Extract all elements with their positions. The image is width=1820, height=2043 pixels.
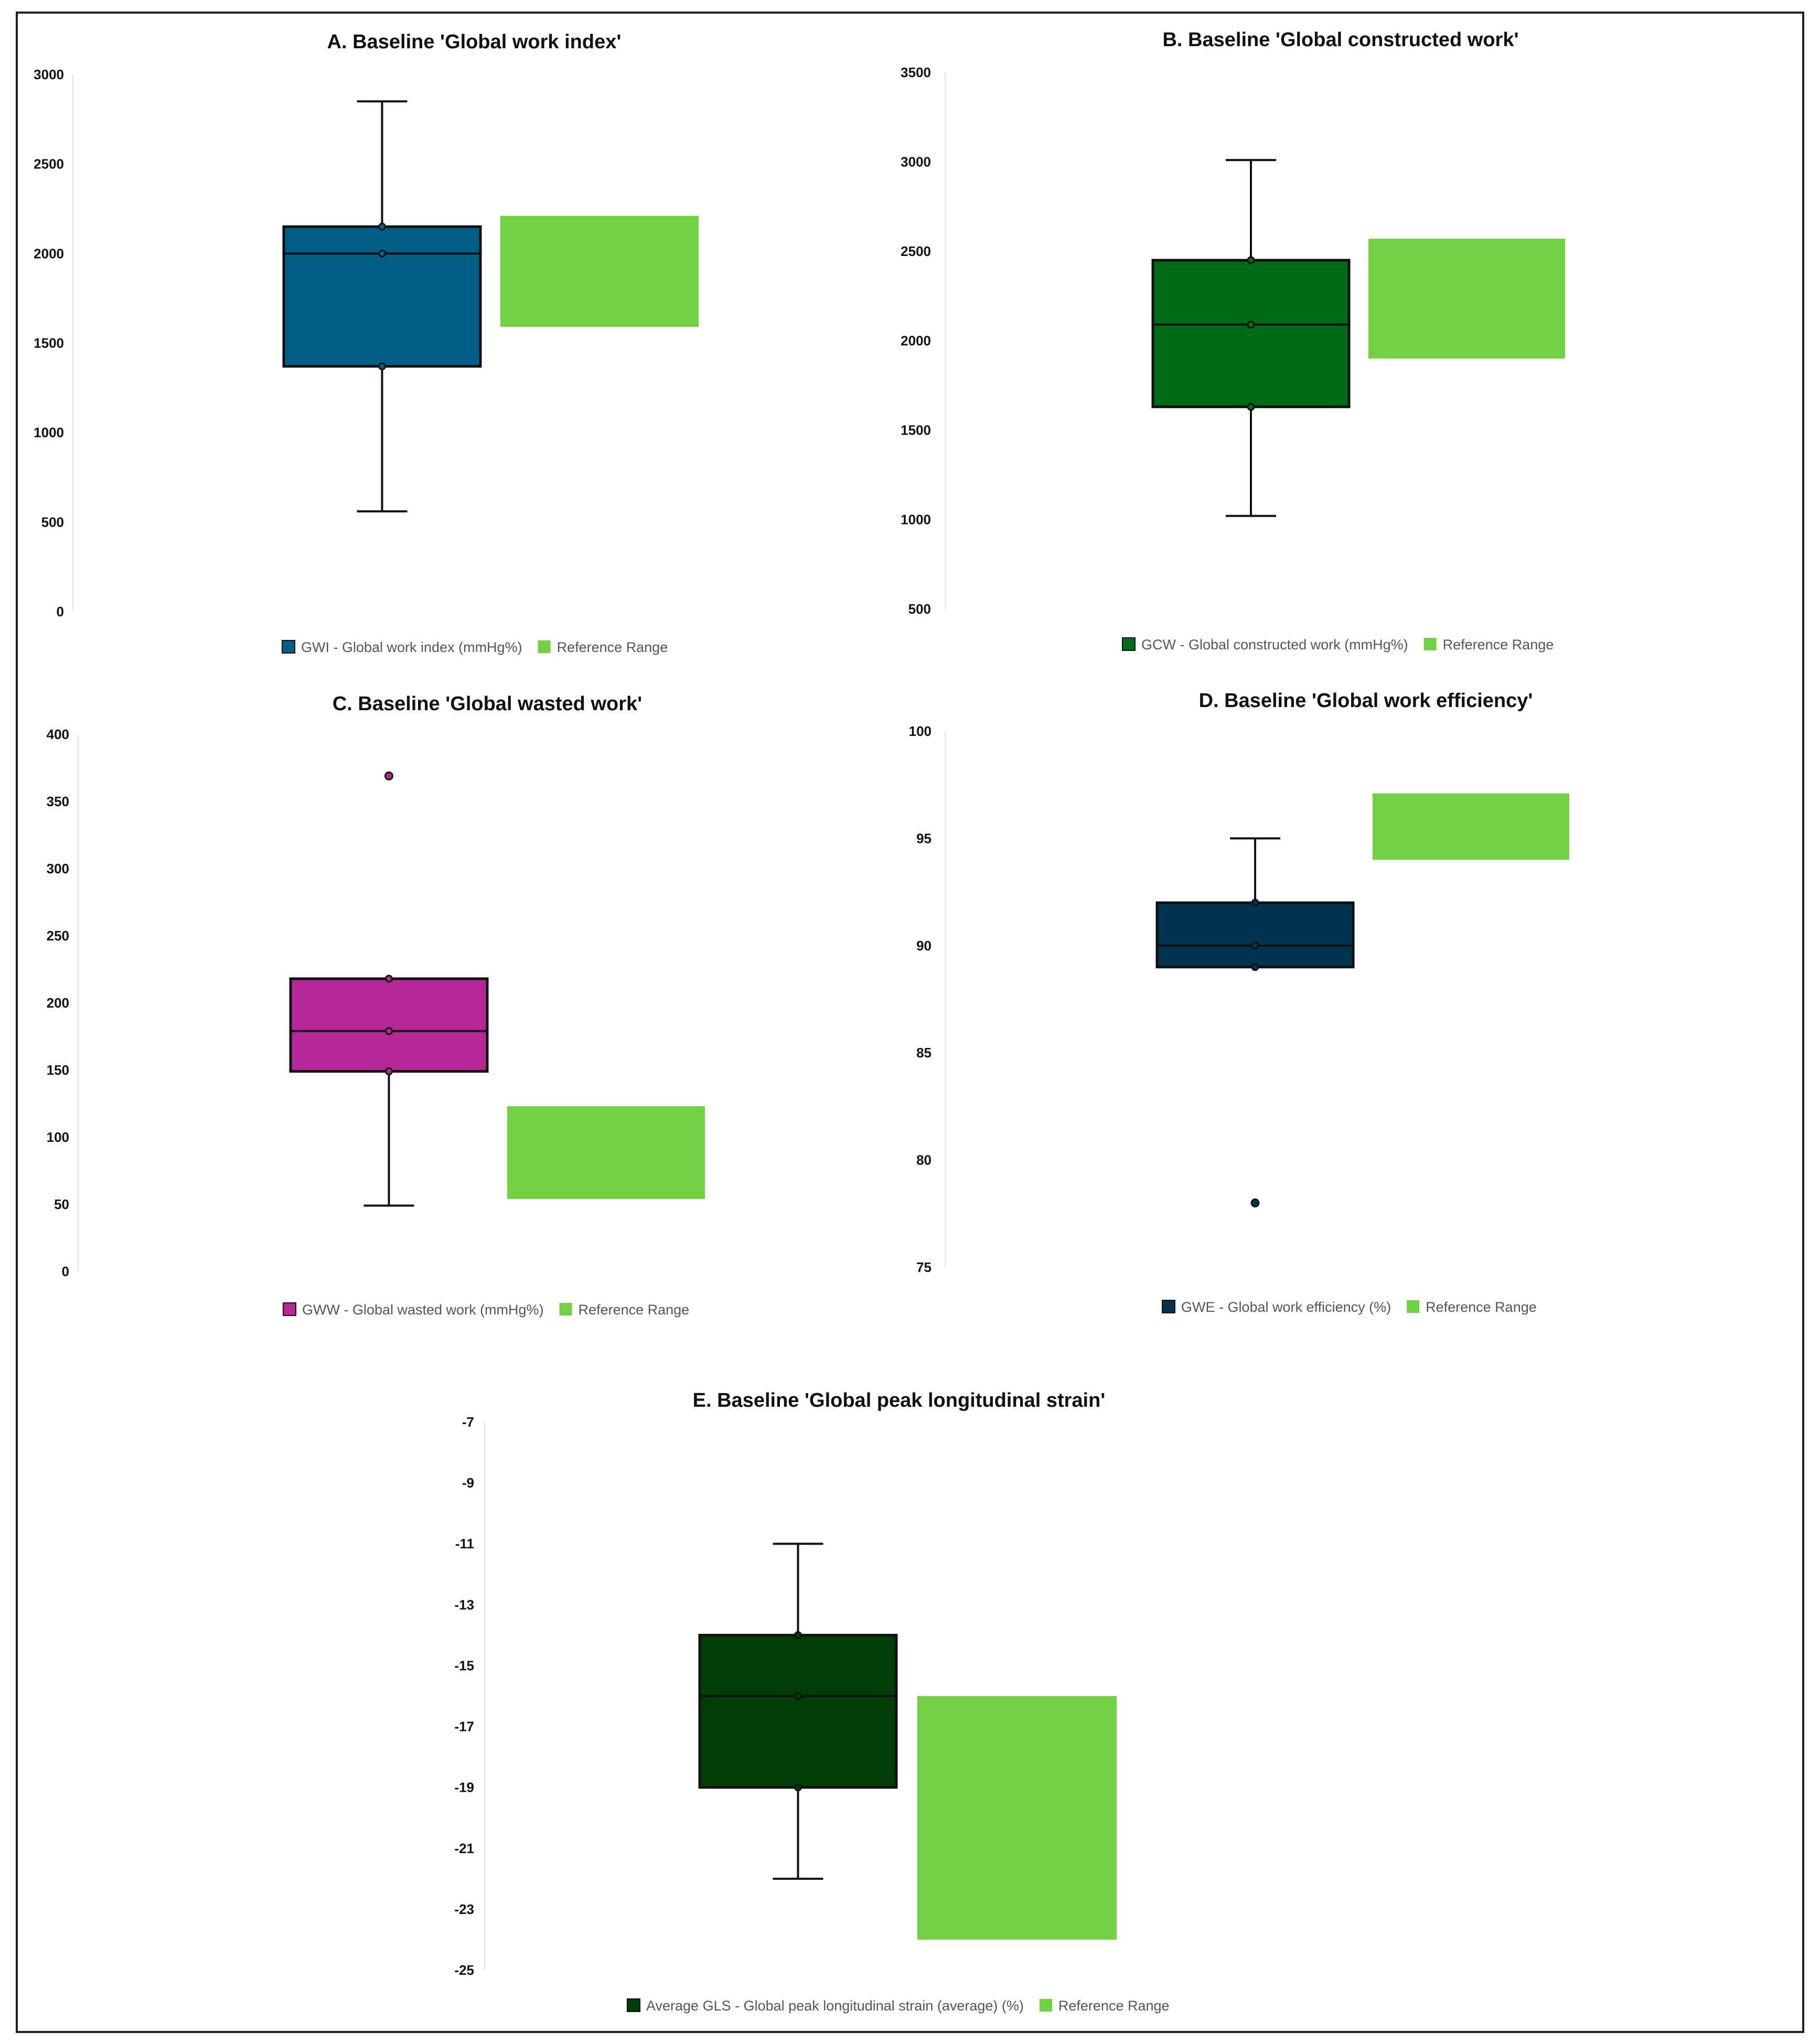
y-tick-label: -13 bbox=[454, 1597, 474, 1612]
y-tick-label: 2000 bbox=[34, 245, 64, 261]
outlier-point bbox=[384, 771, 393, 780]
panel-d: D. Baseline 'Global work efficiency' 75 80… bbox=[909, 690, 1569, 1315]
y-tick-label: -11 bbox=[455, 1536, 474, 1552]
figure-frame: A. Baseline 'Global work index' 0 500 1000 1… bbox=[16, 12, 1804, 2033]
q3-marker bbox=[385, 975, 393, 983]
y-tick-label: 1500 bbox=[901, 422, 931, 438]
legend-swatch bbox=[1423, 638, 1437, 650]
legend-swatch bbox=[1122, 637, 1136, 651]
legend-label: GWW - Global wasted work (mmHg%) bbox=[302, 1302, 544, 1318]
outlier-point bbox=[1250, 1198, 1260, 1207]
y-tick-label: -19 bbox=[454, 1780, 474, 1795]
y-tick-label: -23 bbox=[454, 1901, 474, 1917]
legend-label: Reference Range bbox=[1426, 1299, 1537, 1315]
y-tick-label: 3500 bbox=[901, 65, 931, 80]
q1-marker bbox=[794, 1783, 802, 1792]
chart-title: B. Baseline 'Global constructed work' bbox=[1162, 29, 1518, 51]
y-tick-label: 150 bbox=[47, 1062, 69, 1078]
y-tick-label: 1000 bbox=[34, 425, 64, 441]
y-tick-label: 300 bbox=[47, 861, 69, 876]
y-tick-label: 2500 bbox=[34, 156, 64, 172]
y-tick-label: 85 bbox=[916, 1045, 932, 1061]
q1-marker bbox=[1251, 963, 1259, 971]
reference-range-bar bbox=[500, 216, 699, 327]
q3-marker bbox=[1247, 256, 1255, 264]
y-tick-label: 2500 bbox=[901, 243, 931, 259]
y-tick-label: 3000 bbox=[901, 154, 931, 170]
y-tick-label: 80 bbox=[916, 1152, 932, 1168]
q1-marker bbox=[385, 1067, 393, 1076]
box-iqr bbox=[1155, 901, 1355, 969]
y-tick-label: -7 bbox=[462, 1414, 474, 1430]
panel-b: B. Baseline 'Global constructed work' 500… bbox=[901, 29, 1565, 653]
y-tick-label: 0 bbox=[62, 1264, 69, 1279]
y-tick-label: 50 bbox=[54, 1196, 69, 1212]
y-tick-label: 100 bbox=[909, 723, 932, 739]
y-tick-label: 0 bbox=[57, 604, 64, 619]
legend-swatch bbox=[1407, 1300, 1420, 1313]
y-tick-label: -25 bbox=[454, 1962, 474, 1978]
mean-marker bbox=[385, 1027, 393, 1035]
mean-marker bbox=[1247, 320, 1255, 329]
y-tick-label: 100 bbox=[47, 1129, 69, 1145]
chart-title: A. Baseline 'Global work index' bbox=[327, 31, 622, 53]
mean-marker bbox=[794, 1692, 802, 1700]
y-tick-label: 1500 bbox=[34, 335, 64, 351]
y-tick-label: 2000 bbox=[901, 333, 931, 349]
y-tick-label: 500 bbox=[41, 514, 64, 530]
panel-a: A. Baseline 'Global work index' 0 500 1000 1… bbox=[34, 31, 699, 655]
y-tick-label: 250 bbox=[47, 928, 69, 944]
y-tick-label: 500 bbox=[908, 601, 931, 617]
box-iqr bbox=[1151, 259, 1351, 409]
q1-marker bbox=[378, 362, 386, 370]
box-plot-figure: A. Baseline 'Global work index'050010001… bbox=[34, 29, 1569, 2014]
y-tick-label: -21 bbox=[454, 1841, 474, 1856]
y-tick-label: -9 bbox=[462, 1475, 474, 1491]
legend-label: GCW - Global constructed work (mmHg%) bbox=[1141, 637, 1408, 653]
y-tick-label: -17 bbox=[454, 1719, 474, 1735]
chart-title: C. Baseline 'Global wasted work' bbox=[333, 693, 642, 715]
box-iqr bbox=[282, 225, 482, 368]
legend-label: Average GLS - Global peak longitudinal s… bbox=[646, 1998, 1024, 2014]
q3-marker bbox=[1251, 899, 1259, 907]
mean-marker bbox=[1251, 942, 1259, 950]
reference-range-bar bbox=[507, 1106, 705, 1199]
y-tick-label: 1000 bbox=[901, 512, 931, 528]
legend-swatch bbox=[559, 1303, 572, 1315]
box-iqr bbox=[698, 1633, 898, 1789]
q3-marker bbox=[378, 222, 386, 231]
legend-label: Reference Range bbox=[557, 639, 668, 655]
y-tick-label: 400 bbox=[47, 726, 69, 742]
q3-marker bbox=[794, 1631, 802, 1639]
y-tick-label: 90 bbox=[916, 938, 932, 954]
legend-label: GWI - Global work index (mmHg%) bbox=[301, 639, 522, 655]
reference-range-bar bbox=[917, 1696, 1117, 1940]
legend-swatch bbox=[538, 640, 551, 653]
y-tick-label: 200 bbox=[47, 995, 69, 1011]
legend-swatch bbox=[1039, 1999, 1052, 2012]
chart-title: D. Baseline 'Global work efficiency' bbox=[1199, 690, 1533, 712]
box-iqr bbox=[289, 977, 489, 1073]
legend-label: Reference Range bbox=[1443, 637, 1554, 653]
y-tick-label: 95 bbox=[916, 830, 932, 846]
legend-label: Reference Range bbox=[1058, 1998, 1170, 2014]
legend-swatch bbox=[282, 640, 295, 654]
y-tick-label: 3000 bbox=[34, 67, 64, 82]
legend-swatch bbox=[1162, 1300, 1175, 1313]
legend-label: GWE - Global work efficiency (%) bbox=[1181, 1299, 1391, 1315]
reference-range-bar bbox=[1368, 239, 1565, 359]
legend-swatch bbox=[283, 1302, 296, 1316]
legend-label: Reference Range bbox=[579, 1302, 690, 1318]
y-tick-label: -15 bbox=[454, 1657, 474, 1673]
y-tick-label: 350 bbox=[47, 794, 69, 809]
chart-title: E. Baseline 'Global peak longitudinal st… bbox=[693, 1389, 1106, 1411]
q1-marker bbox=[1247, 403, 1255, 411]
panel-c: C. Baseline 'Global wasted work' 0 50 100 15… bbox=[47, 693, 705, 1318]
y-tick-label: 75 bbox=[916, 1259, 932, 1275]
reference-range-bar bbox=[1373, 793, 1569, 860]
panel-e: E. Baseline 'Global peak longitudinal st… bbox=[454, 1389, 1169, 2014]
legend-swatch bbox=[627, 1998, 640, 2012]
mean-marker bbox=[378, 249, 386, 258]
